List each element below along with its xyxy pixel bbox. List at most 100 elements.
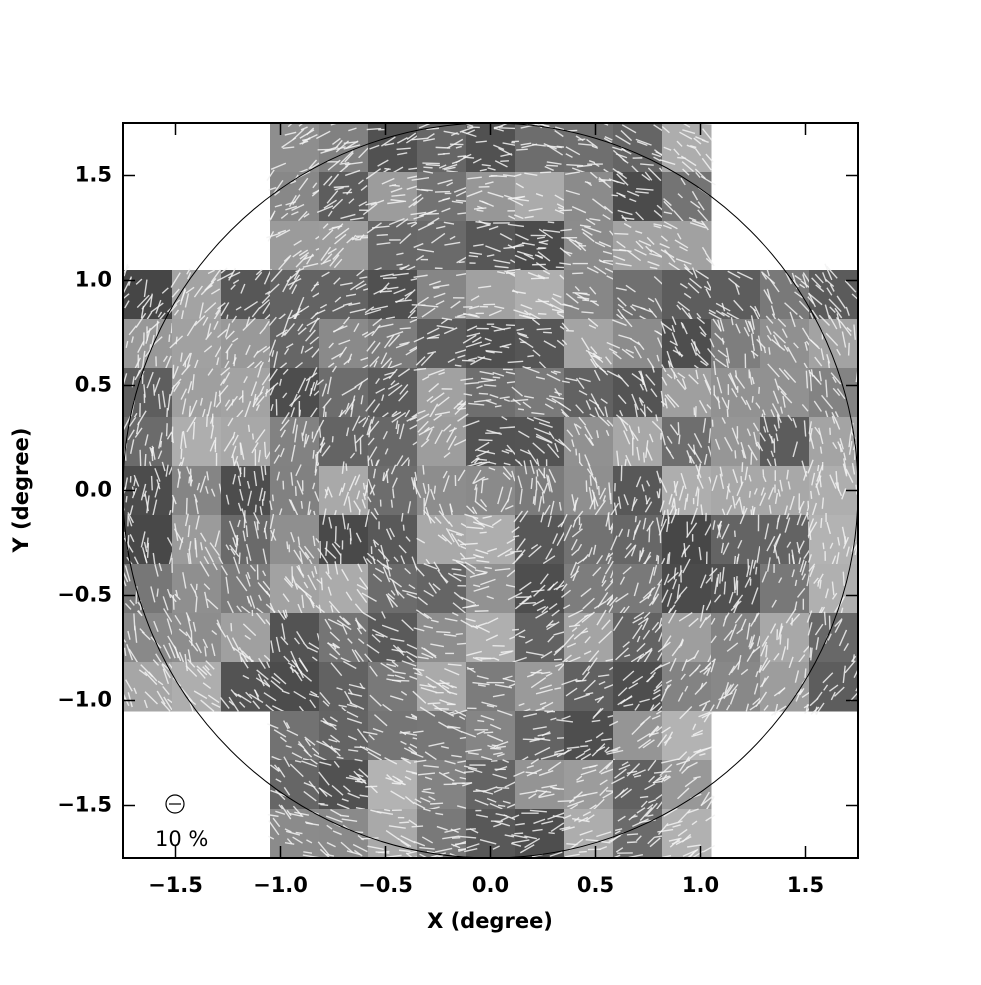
vector	[466, 829, 476, 830]
vector	[579, 453, 580, 463]
vector	[436, 147, 451, 148]
vector	[189, 477, 190, 484]
tile	[760, 662, 810, 712]
tile	[221, 662, 271, 712]
vector	[456, 634, 463, 635]
tile	[368, 662, 418, 712]
vector	[257, 521, 258, 530]
vector	[455, 365, 462, 366]
vector	[255, 505, 256, 513]
vector	[540, 172, 551, 173]
vector	[167, 423, 168, 436]
vector	[560, 210, 573, 211]
vector	[531, 278, 549, 279]
vector	[265, 466, 266, 475]
tile	[123, 564, 173, 614]
vector	[157, 589, 158, 597]
vector	[805, 668, 806, 677]
vector	[787, 638, 788, 649]
vector	[741, 476, 742, 485]
vector	[481, 658, 494, 659]
vector	[249, 425, 250, 432]
tile	[662, 711, 712, 761]
x-tick-label: 0.0	[472, 873, 509, 897]
vector	[348, 523, 349, 529]
vector	[644, 452, 645, 462]
vector	[459, 262, 465, 263]
vector	[479, 440, 493, 441]
x-tick-label: −0.5	[358, 873, 413, 897]
vector	[523, 739, 540, 740]
tile	[368, 221, 418, 271]
y-tick-label: 1.0	[75, 268, 112, 292]
vector	[456, 200, 467, 201]
vector	[742, 462, 743, 472]
vector	[186, 498, 187, 515]
vector	[752, 396, 753, 403]
vector	[384, 169, 390, 170]
vector	[231, 623, 232, 631]
vector	[434, 486, 435, 494]
vector	[636, 516, 637, 522]
tile	[270, 368, 320, 418]
vector	[500, 161, 509, 162]
y-tick-label: 0.0	[75, 478, 112, 502]
x-axis-label: X (degree)	[427, 909, 553, 933]
vector	[313, 450, 314, 459]
vector	[573, 293, 588, 294]
vector	[134, 613, 135, 630]
vector	[383, 278, 397, 279]
vector	[237, 535, 238, 545]
tile	[270, 515, 320, 565]
vector	[428, 484, 429, 491]
vector	[580, 746, 588, 747]
tile	[368, 760, 418, 810]
vector	[548, 222, 554, 223]
y-tick-label: 1.5	[75, 163, 112, 187]
vector	[810, 375, 811, 391]
vector	[403, 525, 404, 531]
vector	[712, 568, 713, 582]
tile	[466, 368, 516, 418]
vector	[678, 422, 679, 435]
x-tick-label: −1.5	[148, 873, 203, 897]
tile	[368, 515, 418, 565]
tile	[172, 368, 222, 418]
vector	[849, 343, 850, 356]
tile	[809, 662, 859, 712]
vector	[332, 436, 333, 442]
tile	[711, 417, 761, 467]
vector	[514, 833, 523, 834]
tile	[564, 417, 614, 467]
vector	[392, 783, 401, 784]
x-tick-label: −1.0	[253, 873, 308, 897]
vector	[527, 356, 533, 357]
vector	[537, 329, 552, 330]
vector	[479, 393, 488, 394]
vector	[301, 501, 302, 509]
tile	[613, 760, 663, 810]
tile	[515, 417, 565, 467]
vector	[296, 486, 297, 496]
tile	[319, 711, 369, 761]
vector	[546, 165, 558, 166]
vector	[392, 680, 409, 681]
tile	[613, 515, 663, 565]
vector	[428, 703, 441, 704]
x-tick-label: 1.5	[787, 873, 824, 897]
vector	[533, 496, 534, 504]
vector	[191, 631, 192, 646]
vector	[810, 647, 811, 657]
vector	[572, 273, 583, 274]
vector	[484, 732, 493, 733]
y-tick-label: −1.0	[57, 688, 112, 712]
vector	[769, 347, 770, 354]
vector	[396, 264, 402, 265]
vector	[492, 745, 499, 746]
vector	[452, 569, 462, 570]
tile	[319, 319, 369, 369]
vector	[599, 486, 600, 495]
vector	[499, 128, 516, 129]
vector	[838, 482, 839, 490]
